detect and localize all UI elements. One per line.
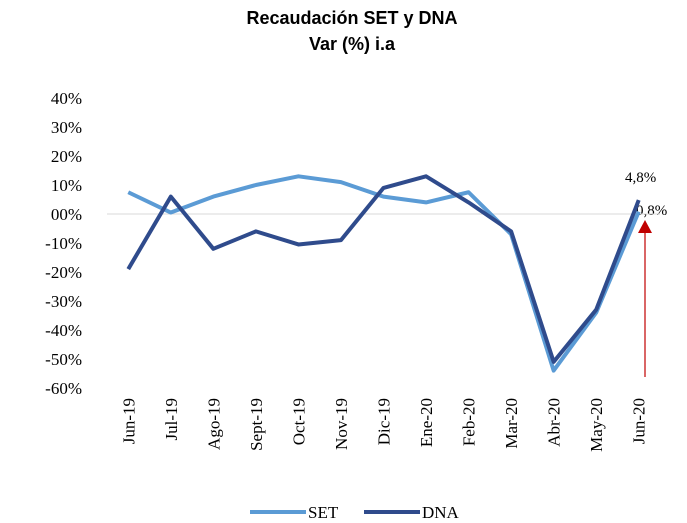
y-tick-label: 20% — [51, 147, 82, 166]
legend-label: SET — [308, 503, 339, 522]
y-tick-label: 10% — [51, 176, 82, 195]
x-tick-label: Ago-19 — [204, 398, 223, 450]
y-tick-label: 40% — [51, 89, 82, 108]
x-tick-label: Ene-20 — [417, 398, 436, 447]
y-tick-label: -40% — [45, 321, 82, 340]
y-tick-label: -10% — [45, 234, 82, 253]
series-line — [127, 174, 641, 373]
x-tick-label: Oct-19 — [289, 398, 308, 445]
x-tick-label: Dic-19 — [375, 398, 394, 445]
x-tick-label: Abr-20 — [545, 398, 564, 447]
y-tick-label: -30% — [45, 292, 82, 311]
y-tick-label: 30% — [51, 118, 82, 137]
y-tick-label: -20% — [45, 263, 82, 282]
annotation: 0,8% — [636, 203, 667, 219]
x-tick-label: Sept-19 — [247, 398, 266, 451]
x-tick-label: Mar-20 — [502, 398, 521, 449]
annotation: 4,8% — [625, 170, 656, 186]
y-tick-label: 00% — [51, 205, 82, 224]
x-tick-label: Jun-20 — [630, 398, 649, 444]
x-tick-label: Nov-19 — [332, 398, 351, 450]
arrow-head — [638, 220, 652, 233]
chart-subtitle: Var (%) i.a — [309, 34, 396, 54]
chart-title: Recaudación SET y DNA — [246, 8, 457, 28]
x-tick-label: Feb-20 — [460, 398, 479, 446]
x-tick-label: Jul-19 — [162, 398, 181, 441]
y-tick-label: -60% — [45, 379, 82, 398]
series-line — [126, 174, 641, 364]
legend-label: DNA — [422, 503, 460, 522]
x-tick-label: Jun-19 — [119, 398, 138, 444]
x-tick-label: May-20 — [587, 398, 606, 452]
y-tick-label: -50% — [45, 350, 82, 369]
